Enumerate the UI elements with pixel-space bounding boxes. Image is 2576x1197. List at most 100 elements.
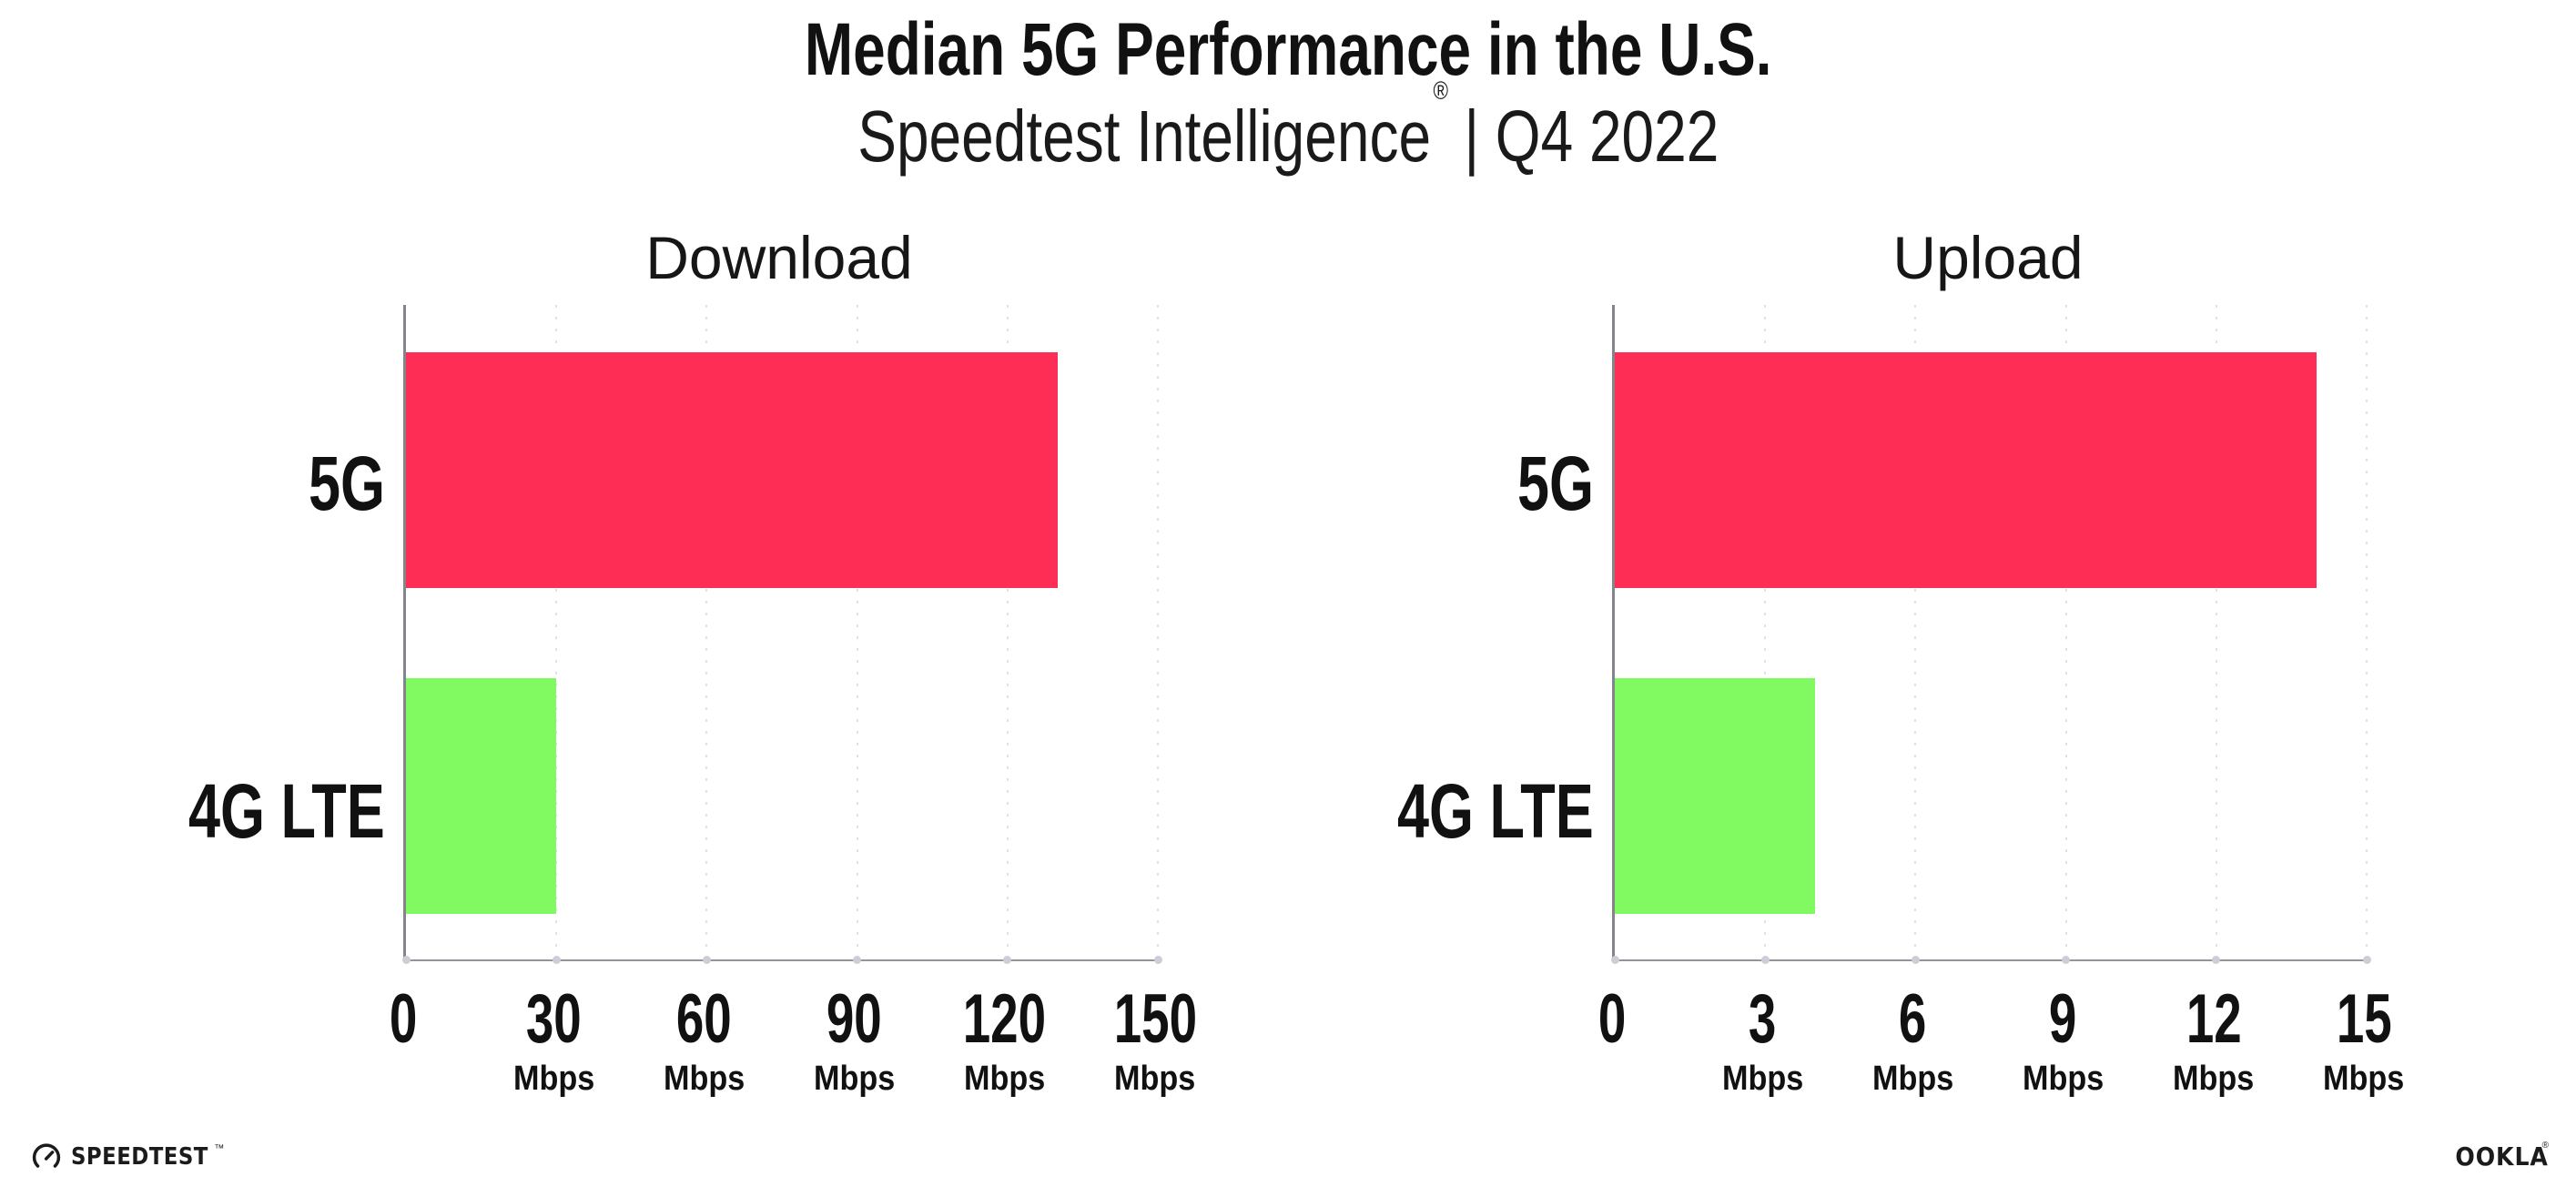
page-title-text: Median 5G Performance in the U.S. (804, 8, 1772, 91)
axis-tick-dot (1911, 956, 1920, 964)
speedtest-gauge-icon (32, 1143, 61, 1168)
x-tick-value: 6 (1831, 982, 1994, 1057)
axis-tick-dot (552, 956, 561, 964)
x-tick-unit: Mbps (773, 1059, 937, 1099)
x-tick-unit: Mbps (1831, 1059, 1994, 1099)
x-tick-value: 15 (2282, 982, 2446, 1057)
plot-area (401, 305, 1162, 964)
axis-tick-dot (1760, 956, 1770, 964)
x-tick-label: 6 Mbps (1831, 982, 1994, 1099)
x-tick-value-text: 30 (525, 980, 582, 1058)
x-tick-unit: Mbps (2132, 1059, 2296, 1099)
x-tick-unit-text: Mbps (2173, 1060, 2255, 1098)
category-label-text: 4G LTE (188, 768, 385, 854)
gridline (2215, 305, 2217, 959)
chart-title: Download (403, 228, 1155, 288)
ookla-wordmark: OOKLA (2455, 1141, 2549, 1172)
x-tick-value: 3 (1680, 982, 1844, 1057)
x-tick-unit: Mbps (472, 1059, 635, 1099)
gridline (856, 305, 858, 959)
x-tick-label: 60 Mbps (622, 982, 786, 1099)
x-tick-unit: Mbps (1982, 1059, 2145, 1099)
category-label-text: 4G LTE (1397, 768, 1594, 854)
bar-4g-lte (406, 678, 557, 914)
axis-tick-dot (2212, 956, 2221, 964)
x-tick-label: 12 Mbps (2132, 982, 2296, 1099)
gridline (1006, 305, 1009, 959)
x-tick-label: 30 Mbps (472, 982, 635, 1099)
axis-tick-dot (401, 956, 411, 964)
x-tick-label: 9 Mbps (1982, 982, 2145, 1099)
x-tick-value: 150 (1073, 982, 1237, 1057)
x-tick-value: 90 (773, 982, 937, 1057)
axis-tick-dot (702, 956, 711, 964)
gridline (555, 305, 558, 959)
x-tick-unit-text: Mbps (813, 1060, 896, 1098)
bar-5g (406, 352, 1058, 588)
gridline (2064, 305, 2067, 959)
chart-title-text: Upload (1892, 224, 2084, 291)
x-tick-unit-text: Mbps (2022, 1060, 2104, 1098)
category-label-5g: 5G (1293, 442, 1594, 524)
x-tick-label: 0 (1530, 982, 1694, 1057)
bar-5g (1615, 352, 2317, 588)
category-label-text: 5G (1516, 441, 1594, 526)
x-tick-value: 12 (2132, 982, 2296, 1057)
x-tick-value-text: 0 (1597, 980, 1627, 1058)
axis-tick-dot (2062, 956, 2071, 964)
x-tick-value-text: 6 (1899, 980, 1927, 1058)
x-tick-value-text: 0 (389, 980, 418, 1058)
page-title: Median 5G Performance in the U.S. (0, 8, 2576, 91)
x-tick-value: 0 (1530, 982, 1694, 1057)
gridline (1157, 305, 1159, 959)
x-tick-unit-text: Mbps (1721, 1060, 1803, 1098)
x-tick-unit: Mbps (1680, 1059, 1844, 1099)
plot-area (1610, 305, 2371, 964)
x-tick-label: 3 Mbps (1680, 982, 1844, 1099)
gridline (705, 305, 708, 959)
x-tick-unit-text: Mbps (1871, 1060, 1954, 1098)
axis-tick-dot (1003, 956, 1012, 964)
x-tick-unit-text: Mbps (512, 1060, 594, 1098)
x-tick-value-text: 15 (2336, 980, 2392, 1058)
speedtest-wordmark: SPEEDTEST (71, 1143, 208, 1171)
subtitle-brand: Speedtest Intelligence (857, 96, 1431, 177)
gridline (1764, 305, 1767, 959)
x-tick-unit: Mbps (2282, 1059, 2446, 1099)
x-tick-value-text: 150 (1113, 980, 1197, 1058)
x-tick-label: 90 Mbps (773, 982, 937, 1099)
ookla-logo: OOKLA® (2445, 1141, 2549, 1172)
x-tick-value: 9 (1982, 982, 2145, 1057)
x-tick-value-text: 12 (2186, 980, 2242, 1058)
x-tick-value-text: 120 (963, 980, 1047, 1058)
subtitle-period: Q4 2022 (1495, 96, 1719, 177)
page-subtitle: Speedtest Intelligence® | Q4 2022 (0, 77, 2576, 177)
subtitle-divider: | (1464, 96, 1479, 177)
x-tick-value-text: 3 (1748, 980, 1777, 1058)
x-tick-value: 60 (622, 982, 786, 1057)
x-tick-unit-text: Mbps (964, 1060, 1046, 1098)
x-tick-value-text: 60 (675, 980, 732, 1058)
chart-title-text: Download (645, 224, 913, 291)
registered-mark-icon: ® (1433, 76, 1448, 106)
x-tick-value: 0 (321, 982, 485, 1057)
x-tick-unit: Mbps (923, 1059, 1087, 1099)
category-label-4g-lte: 4G LTE (85, 770, 385, 852)
x-tick-unit: Mbps (1073, 1059, 1237, 1099)
category-label-text: 5G (308, 441, 385, 526)
category-label-4g-lte: 4G LTE (1293, 770, 1594, 852)
x-tick-label: 120 Mbps (923, 982, 1087, 1099)
trademark-mark-icon: ™ (214, 1143, 225, 1154)
x-tick-label: 15 Mbps (2282, 982, 2446, 1099)
x-tick-unit-text: Mbps (2323, 1060, 2405, 1098)
x-tick-value-text: 90 (827, 980, 883, 1058)
chart-title: Upload (1612, 228, 2364, 288)
x-tick-value-text: 9 (2049, 980, 2077, 1058)
axis-tick-dot (1153, 956, 1162, 964)
bar-4g-lte (1615, 678, 1816, 914)
x-tick-value: 30 (472, 982, 635, 1057)
axis-tick-dot (1610, 956, 1619, 964)
category-label-5g: 5G (85, 442, 385, 524)
x-tick-label: 150 Mbps (1073, 982, 1237, 1099)
